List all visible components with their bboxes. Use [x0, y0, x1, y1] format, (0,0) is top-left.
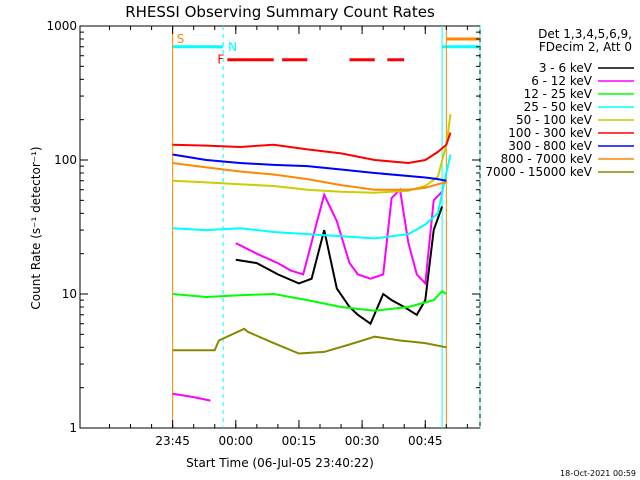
series-line	[235, 206, 444, 326]
x-tick-label: 00:30	[345, 434, 380, 448]
legend-entry-label: 7000 - 15000 keV	[485, 165, 592, 179]
series-line	[172, 327, 447, 355]
legend-entry-label: 100 - 300 keV	[508, 126, 592, 140]
y-axis-label: Count Rate (s⁻¹ detector⁻¹)	[29, 146, 43, 309]
legend-entry-label: 3 - 6 keV	[539, 61, 593, 75]
series-line	[172, 113, 452, 194]
legend-entry-label: 25 - 50 keV	[524, 100, 593, 114]
legend-header: FDecim 2, Att 0	[539, 40, 632, 54]
series-line	[172, 289, 447, 312]
x-tick-label: 00:45	[408, 434, 443, 448]
legend-entry-label: 300 - 800 keV	[508, 139, 592, 153]
y-tick-label: 100	[54, 153, 77, 167]
x-axis-ticks: 23:45 00:00 00:15 00:30 00:45	[108, 26, 468, 448]
legend-entry-label: 12 - 25 keV	[524, 87, 593, 101]
series-lines	[172, 113, 452, 402]
x-tick-label: 00:00	[218, 434, 253, 448]
flag-label: N	[228, 40, 237, 54]
observing-flag-bars: S NF	[172, 26, 481, 428]
y-tick-label: 10	[62, 287, 77, 301]
flag-label: F	[217, 53, 224, 67]
legend-header: Det 1,3,4,5,6,9,	[538, 27, 632, 41]
series-line	[172, 187, 443, 402]
legend: Det 1,3,4,5,6,9,FDecim 2, Att 0 3 - 6 keV…	[485, 27, 634, 179]
series-line	[172, 153, 447, 182]
timestamp: 18-Oct-2021 00:59	[560, 469, 636, 478]
chart-title: RHESSI Observing Summary Count Rates	[125, 3, 435, 21]
x-axis-label: Start Time (06-Jul-05 23:40:22)	[186, 456, 374, 470]
x-tick-label: 23:45	[155, 434, 190, 448]
y-tick-label: 1000	[46, 19, 77, 33]
y-tick-label: 1	[69, 421, 77, 435]
series-line	[172, 162, 447, 191]
legend-entry-label: 6 - 12 keV	[531, 74, 593, 88]
y-axis-ticks: 1 10 100 1000	[46, 19, 480, 435]
x-tick-label: 00:15	[282, 434, 317, 448]
flag-label: S	[177, 32, 185, 46]
legend-entry-label: 50 - 100 keV	[516, 113, 593, 127]
series-line	[172, 154, 452, 240]
series-line	[172, 132, 452, 165]
legend-entry-label: 800 - 7000 keV	[501, 152, 593, 166]
